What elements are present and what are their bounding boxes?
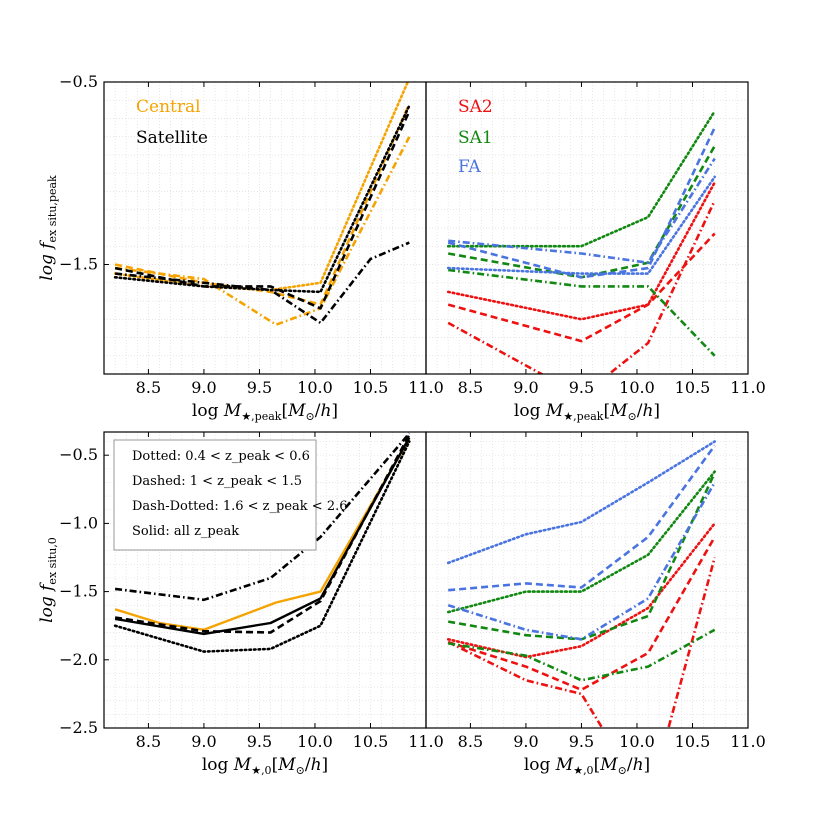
y-tick-label: −1.5 — [59, 255, 98, 274]
x-tick-label: 11.0 — [408, 378, 444, 397]
series-line-1-1 — [447, 232, 716, 343]
series-line-0-5 — [114, 241, 410, 325]
x-tick-label: 8.5 — [458, 378, 483, 397]
x-tick-label: 10.5 — [353, 732, 389, 751]
x-tick-label: 9.0 — [513, 378, 538, 397]
y-tick-label: −2.5 — [59, 718, 98, 737]
series-line-3-6 — [446, 440, 717, 565]
y-tick-label: −0.5 — [59, 72, 98, 91]
xlabel-bottom-left: log M★,0[M⊙/h] — [202, 755, 328, 777]
legend-sa1: SA1 — [458, 128, 493, 148]
series-line-1-7 — [447, 127, 716, 279]
legend-satellite: Satellite — [136, 128, 208, 148]
x-tick-label: 8.5 — [136, 378, 161, 397]
series-line-1-8 — [448, 157, 716, 265]
data-lines — [113, 82, 717, 728]
xlabel-top-left: log M★,peak[M⊙/h] — [192, 401, 338, 423]
x-tick-label: 9.5 — [247, 732, 272, 751]
x-tick-label: 11.0 — [730, 732, 766, 751]
x-tick-label: 9.0 — [191, 732, 216, 751]
y-tick-label: −1.5 — [59, 582, 98, 601]
y-tick-label: −1.0 — [59, 513, 98, 532]
x-tick-label: 11.0 — [408, 732, 444, 751]
x-tick-label: 9.5 — [247, 378, 272, 397]
x-tick-label: 10.0 — [619, 378, 655, 397]
x-tick-label: 9.5 — [569, 378, 594, 397]
series-line-2-4 — [114, 432, 411, 602]
x-tick-label: 10.5 — [675, 378, 711, 397]
x-tick-label: 10.0 — [297, 732, 333, 751]
x-tick-label: 9.0 — [191, 378, 216, 397]
series-line-3-8 — [447, 481, 716, 641]
xlabel-bottom-right: log M★,0[M⊙/h] — [524, 755, 650, 777]
ylabel-bottom: log fex situ,0 — [37, 537, 59, 623]
x-tick-label: 10.5 — [675, 732, 711, 751]
axes-frame — [425, 431, 749, 729]
x-tick-label: 8.5 — [458, 732, 483, 751]
legend-box — [113, 439, 317, 551]
series-line-0-2 — [114, 136, 411, 327]
legend-central: Central — [136, 97, 201, 117]
x-tick-label: 10.0 — [619, 732, 655, 751]
series-line-1-3 — [446, 109, 717, 248]
series-line-2-3 — [113, 440, 411, 653]
y-tick-label: −2.0 — [59, 650, 98, 669]
axes-frame — [425, 81, 749, 375]
series-line-1-0 — [446, 181, 717, 321]
x-tick-label: 10.5 — [353, 378, 389, 397]
series-line-2-2 — [114, 434, 411, 634]
x-tick-label: 9.5 — [569, 732, 594, 751]
y-tick-label: −0.5 — [59, 445, 98, 464]
legend-dashdot: Dash-Dotted: 1.6 < z_peak < 2.6 — [132, 499, 348, 514]
series-line-3-3 — [446, 470, 717, 614]
legend-dotted: Dotted: 0.4 < z_peak < 0.6 — [132, 449, 310, 464]
tick-labels: 8.5 9.0 9.5 10.0 10.5 11.0 −0.5 −1.5 8.5 9.0 9.5 10… — [59, 72, 766, 751]
series-line-2-0 — [114, 438, 411, 631]
xlabel-top-right: log M★,peak[M⊙/h] — [514, 401, 660, 423]
x-tick-label: 9.0 — [513, 732, 538, 751]
series-line-1-5 — [448, 268, 716, 357]
legend-solid: Solid: all z_peak — [132, 524, 239, 539]
series-line-1-4 — [447, 145, 716, 279]
x-tick-label: 11.0 — [730, 378, 766, 397]
series-line-3-0 — [446, 522, 717, 659]
legend-fa: FA — [458, 157, 481, 177]
series-line-3-7 — [448, 444, 716, 592]
series-line-1-2 — [447, 200, 716, 374]
grid-lines — [104, 82, 748, 728]
x-tick-label: 10.0 — [297, 378, 333, 397]
series-line-3-4 — [447, 472, 716, 641]
series-line-3-2 — [447, 557, 716, 728]
legend-dashed: Dashed: 1 < z_peak < 1.5 — [132, 474, 302, 489]
axes-frames — [103, 81, 749, 729]
ylabel-top: log fex situ,peak — [37, 175, 59, 281]
x-tick-label: 8.5 — [136, 732, 161, 751]
legend-sa2: SA2 — [458, 97, 493, 117]
